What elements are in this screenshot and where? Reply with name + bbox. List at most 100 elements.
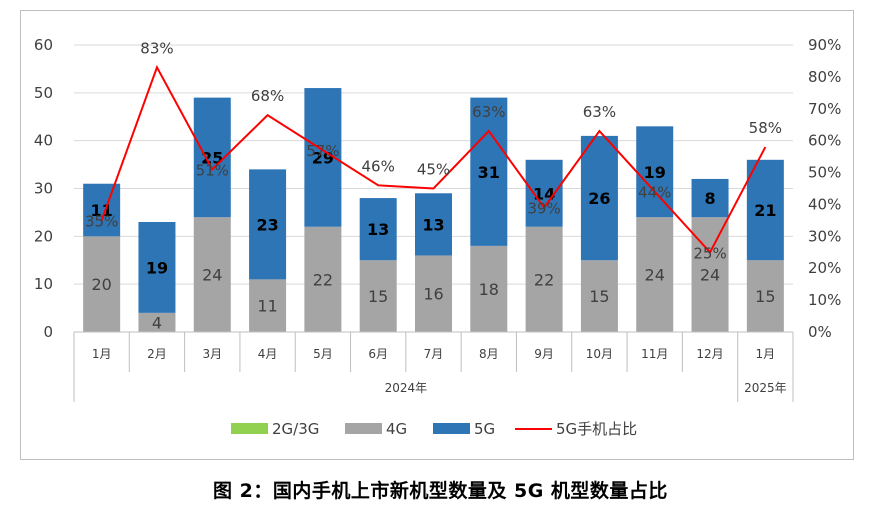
y2-tick-label: 90% <box>808 36 841 54</box>
y-tick-label: 10 <box>34 275 53 293</box>
line-point-label: 83% <box>140 39 173 57</box>
line-5g-share <box>100 64 767 255</box>
bar-4g-label: 22 <box>534 270 554 289</box>
bar-4g-label: 20 <box>91 275 111 294</box>
bar-4g-label: 16 <box>423 285 443 304</box>
bar-4g <box>470 245 508 332</box>
bar-5g <box>525 159 563 227</box>
bar-4g <box>636 217 674 332</box>
line-point-label: 63% <box>472 103 505 121</box>
legend-label: 2G/3G <box>272 420 319 438</box>
x-category-label: 5月 <box>313 347 333 361</box>
bar-4g-label: 15 <box>368 287 388 306</box>
x-category-label: 1月 <box>92 347 112 361</box>
line-point-label: 25% <box>693 244 726 262</box>
y-tick-label: 0 <box>43 323 53 341</box>
bar-5g-label: 23 <box>256 215 278 234</box>
bar-5g <box>83 183 121 237</box>
y2-tick-label: 30% <box>808 227 841 245</box>
bar-4g <box>525 226 563 332</box>
legend-label: 5G手机占比 <box>556 420 637 438</box>
x-category-label: 7月 <box>424 347 444 361</box>
y2-tick-label: 0% <box>808 323 832 341</box>
bar-5g-label: 31 <box>478 163 500 182</box>
line-point-label: 51% <box>196 161 229 179</box>
legend-swatch <box>433 423 470 434</box>
y-tick-label: 40 <box>34 132 53 150</box>
y-tick-label: 20 <box>34 227 53 245</box>
bar-5g <box>691 178 729 218</box>
bar-4g <box>359 260 397 332</box>
bar-5g-label: 19 <box>644 163 666 182</box>
bar-5g <box>636 126 674 218</box>
bar-4g <box>304 226 342 332</box>
line-point-label: 44% <box>638 184 671 202</box>
bar-4g <box>193 217 231 332</box>
bar-4g-label: 11 <box>257 297 277 316</box>
bar-5g <box>138 221 176 313</box>
bar-5g <box>249 169 287 280</box>
line-point-label: 57% <box>306 142 339 160</box>
bar-5g-label: 8 <box>704 189 715 208</box>
chart-frame: 0 10 20 30 40 50 60 0% 10% 20% 30% 40% 50% 60% 70% 80% 9… <box>20 10 854 460</box>
line-point-label: 58% <box>749 119 782 137</box>
y2-tick-label: 20% <box>808 259 841 277</box>
x-category-label: 9月 <box>534 347 554 361</box>
legend-swatch <box>345 423 382 434</box>
bar-5g <box>359 198 397 261</box>
line-point-label: 68% <box>251 87 284 105</box>
x-category-label: 6月 <box>368 347 388 361</box>
bar-4g <box>415 255 452 332</box>
x-category-label: 12月 <box>696 347 723 361</box>
y-tick-label: 60 <box>34 36 53 54</box>
line-point-label: 46% <box>362 157 395 175</box>
bar-5g-label: 19 <box>146 258 168 277</box>
y2-tick-label: 40% <box>808 195 841 213</box>
figure-caption: 图 2：国内手机上市新机型数量及 5G 机型数量占比 <box>213 480 668 502</box>
y-tick-label: 50 <box>34 84 53 102</box>
bar-5g <box>470 97 508 246</box>
x-year-label: 2024年 <box>385 381 428 395</box>
line-point-label: 35% <box>85 212 118 230</box>
bar-4g <box>83 236 121 332</box>
bar-5g-label: 21 <box>754 201 776 220</box>
bar-5g <box>580 135 618 261</box>
legend-swatch <box>231 423 268 434</box>
y2-tick-label: 70% <box>808 100 841 118</box>
x-year-label: 2025年 <box>744 381 787 395</box>
y-tick-label: 30 <box>34 180 53 198</box>
bar-4g-label: 22 <box>313 270 333 289</box>
x-category-label: 2月 <box>147 347 167 361</box>
bar-4g <box>138 312 176 332</box>
bar-4g <box>691 217 729 332</box>
bar-4g <box>746 260 784 332</box>
y2-tick-label: 50% <box>808 164 841 182</box>
bar-4g-label: 15 <box>589 287 609 306</box>
chart-svg: 0 10 20 30 40 50 60 0% 10% 20% 30% 40% 50% 60% 70% 80% 9… <box>34 36 841 438</box>
bar-4g <box>249 279 287 332</box>
x-category-label: 11月 <box>641 347 668 361</box>
line-point-label: 45% <box>417 161 450 179</box>
bar-4g-label: 4 <box>152 313 162 332</box>
bar-4g-label: 15 <box>755 287 775 306</box>
bar-4g-label: 18 <box>479 280 499 299</box>
y2-tick-label: 80% <box>808 68 841 86</box>
line-point-label: 39% <box>527 200 560 218</box>
bar-5g-label: 13 <box>422 215 444 234</box>
x-category-label: 1月 <box>756 347 776 361</box>
bar-5g <box>746 159 784 261</box>
x-category-label: 4月 <box>258 347 278 361</box>
bar-4g <box>580 260 618 332</box>
bar-4g-label: 24 <box>645 266 665 285</box>
y2-tick-label: 60% <box>808 132 841 150</box>
bar-5g <box>415 193 452 256</box>
legend-label: 5G <box>474 420 495 438</box>
legend-label: 4G <box>386 420 407 438</box>
bar-5g-label: 13 <box>367 220 389 239</box>
line-point-label: 63% <box>583 103 616 121</box>
bar-5g-label: 26 <box>588 189 610 208</box>
x-category-label: 3月 <box>202 347 222 361</box>
y2-tick-label: 10% <box>808 291 841 309</box>
x-category-label: 8月 <box>479 347 499 361</box>
bar-4g-label: 24 <box>700 266 720 285</box>
